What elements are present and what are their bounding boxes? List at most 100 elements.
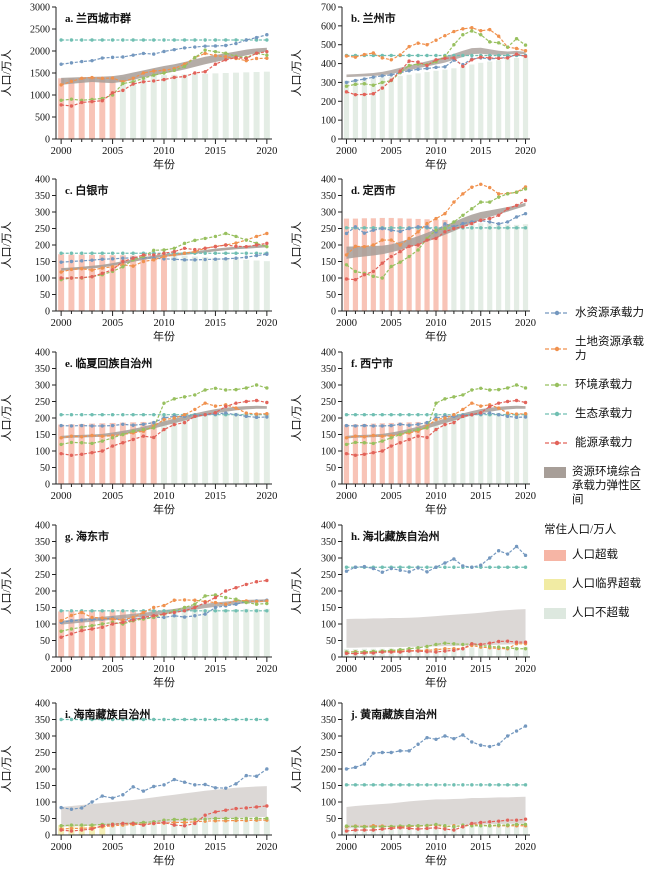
population-bar — [181, 255, 188, 311]
energy-marker — [100, 449, 104, 453]
energy-marker — [371, 651, 376, 655]
env-marker — [265, 53, 269, 57]
population-bar — [370, 78, 376, 139]
eco-marker — [80, 717, 84, 722]
energy-marker — [344, 651, 349, 656]
eco-marker — [496, 226, 501, 230]
water-marker — [80, 59, 84, 64]
eco-marker — [398, 226, 402, 230]
eco-marker — [234, 38, 238, 42]
population-bar — [161, 255, 167, 311]
env-marker — [416, 427, 420, 432]
land-marker — [371, 51, 376, 55]
env-line-swatch-icon — [544, 380, 570, 390]
energy-marker — [488, 216, 492, 221]
land-marker — [488, 185, 492, 190]
population-bar — [99, 77, 106, 139]
water-marker — [434, 565, 438, 569]
population-bar — [140, 610, 147, 657]
eco-marker — [234, 251, 238, 255]
energy-marker — [496, 56, 501, 60]
y-tick-label: 400 — [35, 699, 50, 710]
energy-marker — [461, 225, 465, 229]
env-marker — [505, 646, 510, 650]
env-marker — [505, 192, 510, 196]
water-marker — [425, 570, 429, 574]
water-marker — [344, 80, 349, 85]
population-bar — [424, 219, 430, 311]
x-tick-label: 2000 — [336, 146, 357, 157]
eco-legend-glyph — [545, 411, 569, 417]
land-marker — [452, 29, 456, 34]
panel-i-chart: 0 50 100 150 200 250 300 350 400 2000 2005 2010 2015… — [0, 699, 277, 868]
panel-title: c. 白银市 — [65, 183, 108, 197]
population-bar — [415, 73, 421, 139]
population-bar — [171, 822, 178, 835]
land-marker — [100, 266, 104, 270]
water-marker — [488, 744, 492, 749]
water-marker — [398, 749, 402, 753]
x-tick-label: 2020 — [256, 491, 277, 502]
env-marker — [443, 824, 447, 828]
legend: 水资源承载力 土地资源承载力 环境承载力 生态承载力 能源承载力 资源环境综合 … — [544, 306, 650, 635]
water-marker — [362, 564, 367, 569]
energy-marker — [265, 804, 269, 808]
legend-item-over: 人口超载 — [544, 548, 650, 562]
env-marker — [162, 248, 166, 252]
energy-marker — [425, 238, 429, 242]
population-bar — [522, 825, 529, 835]
population-bar — [119, 76, 126, 139]
eco-marker — [203, 717, 207, 722]
energy-marker — [213, 244, 218, 249]
energy-line — [346, 399, 526, 456]
env-marker — [523, 647, 528, 651]
energy-marker — [461, 414, 465, 419]
energy-legend-glyph — [545, 440, 569, 446]
x-tick-label: 2000 — [336, 491, 357, 502]
population-bar — [140, 421, 147, 484]
energy-marker — [398, 441, 402, 445]
panel-h: 0 50 100 150 200 250 300 350 400 2000 2005 2010 2015… — [290, 518, 538, 690]
population-bar — [478, 62, 484, 140]
population-bar — [109, 824, 116, 835]
energy-marker — [505, 207, 510, 211]
population-bar — [150, 255, 157, 311]
energy-marker — [434, 650, 438, 654]
y-tick-label: 150 — [321, 603, 336, 614]
population-bar — [406, 827, 412, 835]
population-bar — [415, 218, 421, 311]
population-bar — [433, 826, 439, 835]
land-marker — [110, 617, 115, 621]
water-marker — [344, 569, 349, 573]
land-marker — [407, 236, 411, 241]
env-marker — [371, 825, 376, 829]
land-marker — [100, 616, 104, 620]
env-marker — [488, 644, 492, 649]
eco-marker — [407, 413, 411, 417]
land-marker — [80, 267, 84, 271]
x-tick-label: 2020 — [515, 664, 536, 675]
eco-marker — [203, 38, 207, 42]
land-marker — [131, 76, 135, 80]
env-marker — [69, 440, 74, 445]
energy-marker — [121, 88, 125, 93]
y-tick-label: 50 — [40, 290, 50, 301]
energy-marker — [224, 58, 228, 62]
water-marker — [416, 742, 420, 746]
x-tick-label: 2020 — [515, 842, 536, 853]
env-marker — [213, 386, 218, 390]
water-marker — [362, 231, 367, 235]
water-marker — [141, 422, 146, 426]
eco-marker — [488, 783, 492, 787]
population-bar — [433, 219, 439, 311]
population-bar — [99, 254, 106, 311]
env-marker — [59, 98, 63, 102]
env-marker — [213, 49, 218, 54]
land-marker — [59, 436, 63, 440]
env-marker — [461, 213, 465, 217]
water-marker — [254, 35, 259, 40]
energy-marker — [523, 54, 528, 59]
env-marker — [213, 816, 218, 821]
y-tick-label: 200 — [35, 587, 50, 598]
